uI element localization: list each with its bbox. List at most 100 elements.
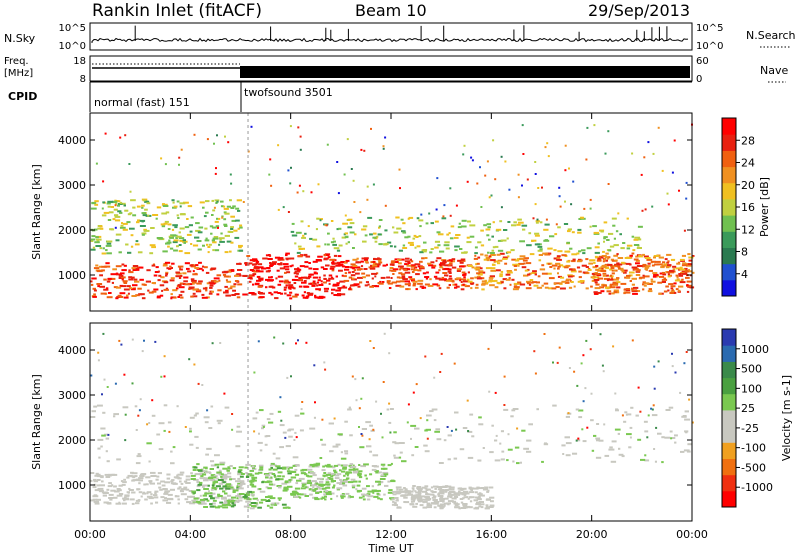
heatmap-cell [117,210,122,213]
heatmap-cell [452,488,455,491]
heatmap-cell [216,471,222,474]
heatmap-cell [382,464,385,467]
heatmap-cell [124,439,127,442]
heatmap-cell [608,292,612,295]
heatmap-cell [166,267,169,270]
heatmap-cell [336,282,340,285]
heatmap-cell [178,244,182,246]
heatmap-cell [179,239,184,242]
heatmap-cell [342,479,348,482]
heatmap-cell [622,269,628,272]
heatmap-cell [423,444,428,447]
heatmap-cell [172,206,177,209]
y-tick-label: 3000 [58,389,86,402]
heatmap-cell [526,280,532,283]
heatmap-cell [596,439,601,442]
heatmap-cell [359,211,362,214]
heatmap-cell [486,234,490,237]
heatmap-cell [341,493,345,495]
heatmap-cell [522,259,528,262]
heatmap-cell [410,279,416,282]
heatmap-cell [331,261,334,264]
heatmap-cell [321,443,327,446]
heatmap-cell [474,254,477,257]
heatmap-cell [438,263,442,266]
heatmap-cell [410,260,414,263]
heatmap-cell [358,480,361,483]
heatmap-cell [128,287,133,290]
heatmap-cell [329,258,336,261]
heatmap-cell [691,421,694,424]
heatmap-cell [206,138,209,141]
heatmap-cell [336,487,343,490]
heatmap-cell [184,226,190,229]
heatmap-cell [425,277,429,280]
heatmap-cell [410,497,414,499]
heatmap-cell [256,499,259,502]
heatmap-cell [374,236,377,239]
heatmap-cell [153,494,158,497]
heatmap-cell [667,273,670,276]
heatmap-cell [141,233,145,236]
heatmap-cell [93,478,97,481]
heatmap-cell [293,287,296,290]
heatmap-cell [426,414,432,417]
heatmap-cell [537,249,543,252]
heatmap-cell [194,272,198,275]
heatmap-cell [491,263,495,266]
heatmap-cell [296,479,302,482]
heatmap-cell [559,282,563,285]
heatmap-cell [392,441,397,444]
heatmap-cell [419,285,425,288]
heatmap-cell [211,226,217,229]
heatmap-cell [211,502,216,505]
heatmap-cell [595,283,600,286]
heatmap-cell [230,228,234,230]
heatmap-cell [504,262,508,265]
heatmap-cell [450,259,453,262]
heatmap-cell [267,279,273,282]
heatmap-cell [178,294,183,297]
heatmap-cell [405,257,410,260]
heatmap-cell [590,392,593,395]
heatmap-cell [198,473,203,476]
heatmap-cell [673,282,677,285]
heatmap-cell [448,277,453,280]
heatmap-cell [173,205,178,208]
heatmap-cell [235,207,240,210]
heatmap-cell [146,442,152,445]
heatmap-cell [135,502,140,505]
heatmap-cell [341,236,347,239]
heatmap-cell [382,147,385,150]
heatmap-cell [203,506,208,508]
heatmap-cell [543,443,549,446]
heatmap-cell [210,464,216,467]
heatmap-cell [651,205,654,208]
heatmap-cell [437,504,440,507]
heatmap-cell [179,213,186,216]
heatmap-cell [528,423,533,426]
heatmap-cell [321,418,324,421]
heatmap-cell [351,266,357,269]
heatmap-cell [147,289,150,292]
heatmap-cell [438,287,442,290]
heatmap-cell [101,214,107,217]
heatmap-cell [410,265,416,268]
heatmap-cell [581,428,584,431]
heatmap-cell [216,293,220,296]
heatmap-cell [202,287,208,290]
heatmap-cell [230,486,234,489]
heatmap-cell [197,248,202,251]
heatmap-cell [396,280,401,283]
heatmap-cell [613,244,619,247]
heatmap-cell [292,456,299,459]
heatmap-cell [597,242,600,245]
heatmap-cell [487,226,491,229]
heatmap-cell [508,277,511,280]
heatmap-cell [271,473,276,475]
heatmap-cell [101,393,103,396]
heatmap-cell [439,503,446,506]
heatmap-cell [609,265,615,268]
heatmap-cell [276,467,283,470]
heatmap-cell [226,485,231,488]
